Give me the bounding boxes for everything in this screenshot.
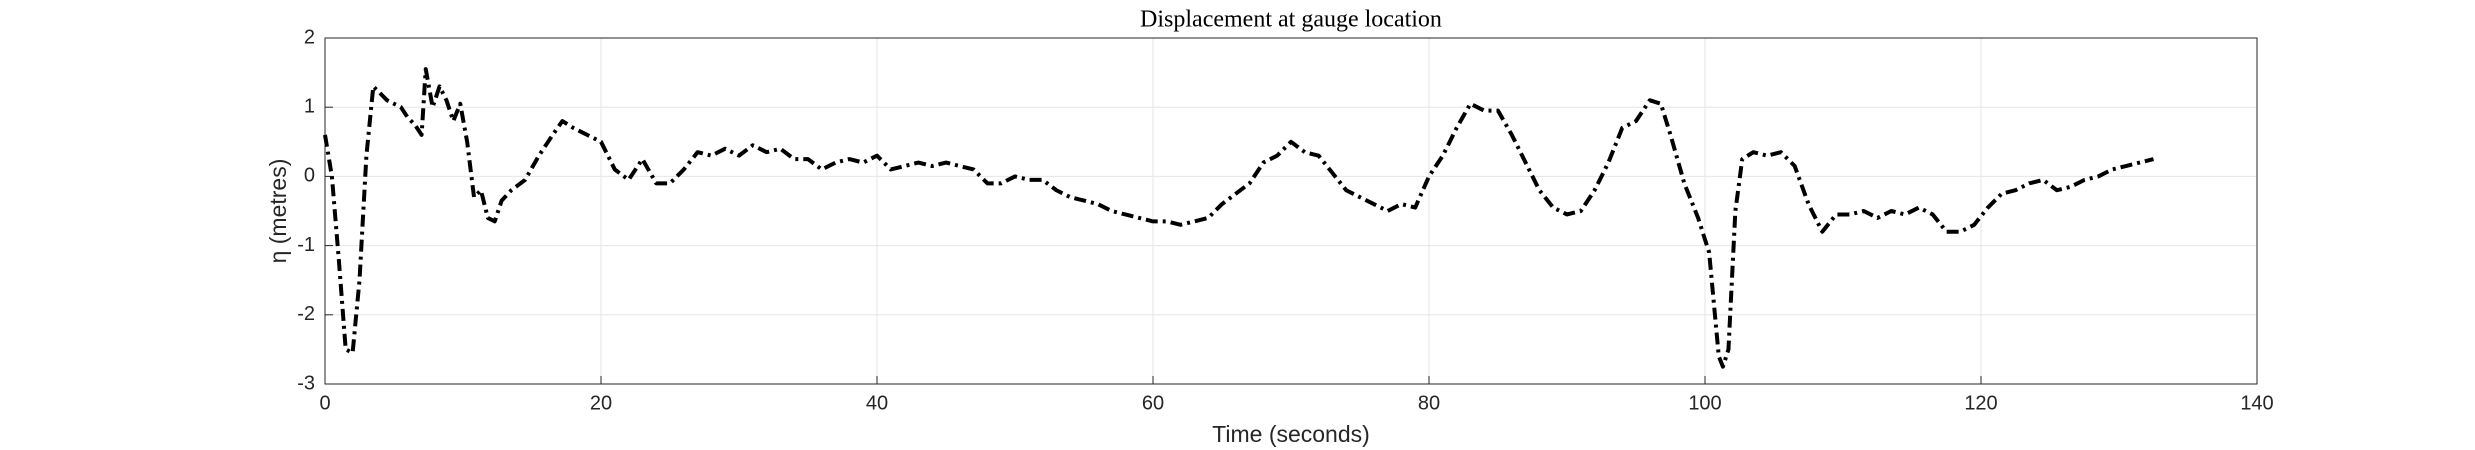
y-tick-label: 1 [304,95,315,117]
x-tick-label: 0 [319,392,330,414]
y-tick-label: -1 [297,234,315,256]
x-tick-label: 40 [866,392,888,414]
x-tick-label: 140 [2240,392,2273,414]
x-tick-label: 20 [590,392,612,414]
x-tick-label: 120 [1964,392,1997,414]
y-tick-label: 2 [304,26,315,48]
y-tick-label: -3 [297,372,315,394]
x-tick-label: 60 [1142,392,1164,414]
y-tick-label: 0 [304,165,315,187]
x-axis-label: Time (seconds) [1212,421,1370,447]
chart-title: Displacement at gauge location [1140,7,1442,33]
x-tick-label: 100 [1688,392,1721,414]
plot-frame [324,37,2258,385]
data-line [323,67,2154,369]
x-tick-label: 80 [1418,392,1440,414]
y-tick-label: -2 [297,303,315,325]
y-axis-label: η (metres) [265,159,291,264]
